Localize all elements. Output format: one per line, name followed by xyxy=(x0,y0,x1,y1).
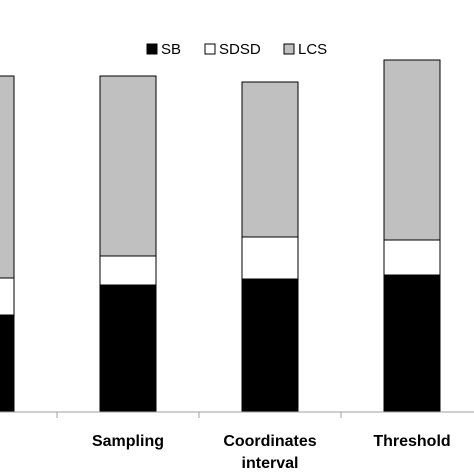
x-axis-ticks xyxy=(56,412,342,418)
bar-sdsd-0 xyxy=(0,277,15,316)
legend-label-lcs: LCS xyxy=(298,41,327,58)
bar-sdsd-2 xyxy=(241,236,299,280)
bar-sb-2 xyxy=(241,278,299,413)
bar-sb-1 xyxy=(99,284,157,413)
legend: SB SDSD LCS xyxy=(146,41,327,58)
legend-swatch-sb xyxy=(146,43,158,55)
x-tick-label-1: Sampling xyxy=(92,433,164,450)
legend-label-sb: SB xyxy=(161,41,181,58)
bar-sb-0 xyxy=(0,314,15,413)
bar-sdsd-3 xyxy=(383,239,441,276)
x-tick-label-2: Coordinates interval xyxy=(223,433,316,472)
bar-lcs-2 xyxy=(241,81,299,238)
x-tick-label-3: Threshold xyxy=(373,433,450,450)
bar-lcs-3 xyxy=(383,59,441,241)
bars xyxy=(0,59,441,413)
bar-lcs-0 xyxy=(0,75,15,279)
bar-sdsd-1 xyxy=(99,255,157,286)
legend-swatch-sdsd xyxy=(204,43,216,55)
bar-sb-3 xyxy=(383,274,441,413)
x-axis-tick-labels: teSamplingCoordinatesintervalThreshold xyxy=(92,433,451,472)
legend-label-sdsd: SDSD xyxy=(219,41,261,58)
legend-swatch-lcs xyxy=(283,43,295,55)
bar-lcs-1 xyxy=(99,75,157,257)
